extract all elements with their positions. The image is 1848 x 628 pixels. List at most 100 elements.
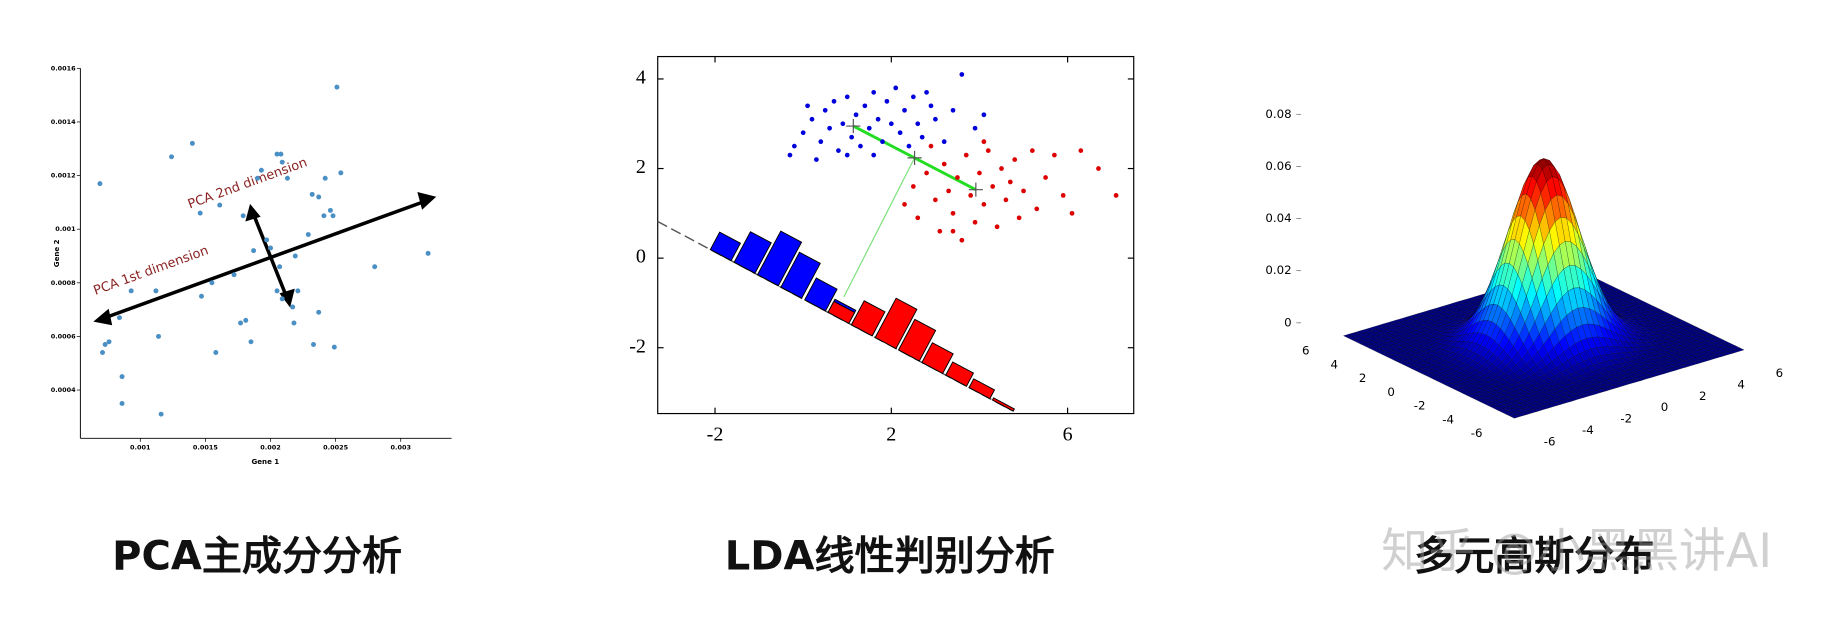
caption: PCA主成分分析 (112, 533, 402, 579)
mean-marker (968, 182, 983, 197)
point (1007, 179, 1013, 185)
point (372, 264, 378, 270)
caption: 多元高斯分布 (1414, 533, 1654, 579)
point (950, 210, 956, 216)
point (893, 85, 899, 91)
y-tick-label: 0.0008 (51, 279, 76, 287)
y-tick-label: -6 (1471, 426, 1483, 440)
y-tick-label: 4 (1330, 357, 1338, 371)
point (968, 193, 974, 198)
point (990, 184, 996, 189)
point (866, 125, 872, 131)
mean-marker (907, 150, 922, 165)
point (910, 94, 916, 100)
y-tick-label: 0.0014 (51, 118, 76, 126)
x-tick-label: 0.001 (130, 444, 151, 452)
point (884, 98, 890, 104)
point (268, 245, 273, 251)
point (213, 350, 219, 355)
arrow-line (103, 199, 426, 320)
charts: 0.001 0.0015 0.002 0.0025 0.003 0.0004 0.0006 0… (51, 55, 1783, 452)
point (814, 157, 819, 162)
y-tick-label: -4 (1442, 412, 1454, 426)
point (128, 288, 134, 294)
y-tick-label: 0 (1387, 385, 1395, 399)
caption: LDA线性判别分析 (725, 533, 1055, 579)
point (1012, 157, 1018, 162)
y-tick-label: -2 (629, 335, 646, 357)
point (290, 304, 296, 310)
point (1021, 188, 1026, 194)
histogram-bar (921, 342, 954, 375)
histogram-bar (757, 274, 779, 287)
point (950, 107, 956, 113)
point (1043, 175, 1048, 180)
point (279, 296, 285, 302)
point (1016, 215, 1022, 221)
point (1029, 148, 1035, 153)
point (862, 103, 868, 109)
point (277, 264, 283, 270)
point (924, 90, 929, 95)
point (231, 272, 237, 278)
histogram-bar (827, 300, 856, 325)
y-tick-label: 0.0012 (51, 172, 76, 180)
point (119, 374, 125, 380)
histogram-bar (850, 300, 886, 337)
point (928, 103, 934, 109)
point (102, 341, 108, 347)
point (902, 107, 907, 113)
point (258, 167, 264, 173)
x-tick-label: 0.002 (260, 444, 280, 452)
histogram-bar (804, 299, 826, 312)
point (941, 161, 947, 167)
point (248, 339, 254, 345)
point (331, 344, 337, 350)
y-tick-label: 0.0006 (51, 332, 76, 340)
point (316, 309, 322, 315)
point (981, 139, 987, 145)
point (897, 130, 903, 136)
point (119, 400, 125, 406)
x-tick-label: -6 (1544, 434, 1556, 448)
x-tick-label: 2 (1699, 389, 1707, 403)
z-tick-label: 0 (1284, 315, 1292, 329)
point (274, 288, 280, 294)
x-tick-label: 2 (886, 424, 896, 446)
surface (1342, 158, 1745, 419)
point (963, 152, 969, 158)
z-tick-label: 0.08 (1265, 107, 1291, 121)
x-tick-label: -2 (707, 424, 724, 446)
point (941, 139, 947, 145)
z-tick-label: 0.06 (1265, 159, 1291, 173)
y-tick-label: 6 (1302, 344, 1310, 358)
x-tick-label: 6 (1063, 424, 1073, 446)
point (238, 320, 244, 326)
point (836, 148, 841, 153)
point (906, 143, 912, 149)
point (959, 72, 965, 77)
y-axis-label: Gene 2 (52, 239, 61, 267)
x-tick-label: 0.0015 (193, 444, 218, 452)
x-tick-label: -4 (1582, 423, 1594, 437)
z-tick-label: 0.04 (1265, 211, 1291, 225)
z-tick-label: 0.02 (1265, 263, 1291, 277)
surface-face (1509, 414, 1521, 419)
y-tick-label: 2 (1359, 371, 1367, 385)
point (981, 112, 987, 118)
mean-marker (846, 119, 861, 134)
point (295, 288, 301, 294)
point (985, 148, 991, 153)
point (950, 228, 956, 234)
point (818, 139, 824, 145)
point (871, 90, 877, 95)
point (334, 84, 340, 90)
point (933, 197, 938, 203)
annotation: PCA 1st dimension (92, 243, 211, 299)
point (924, 170, 929, 176)
plot-frame (657, 55, 1135, 415)
point (1096, 166, 1101, 171)
point (871, 152, 877, 158)
arrow-head (279, 288, 295, 308)
